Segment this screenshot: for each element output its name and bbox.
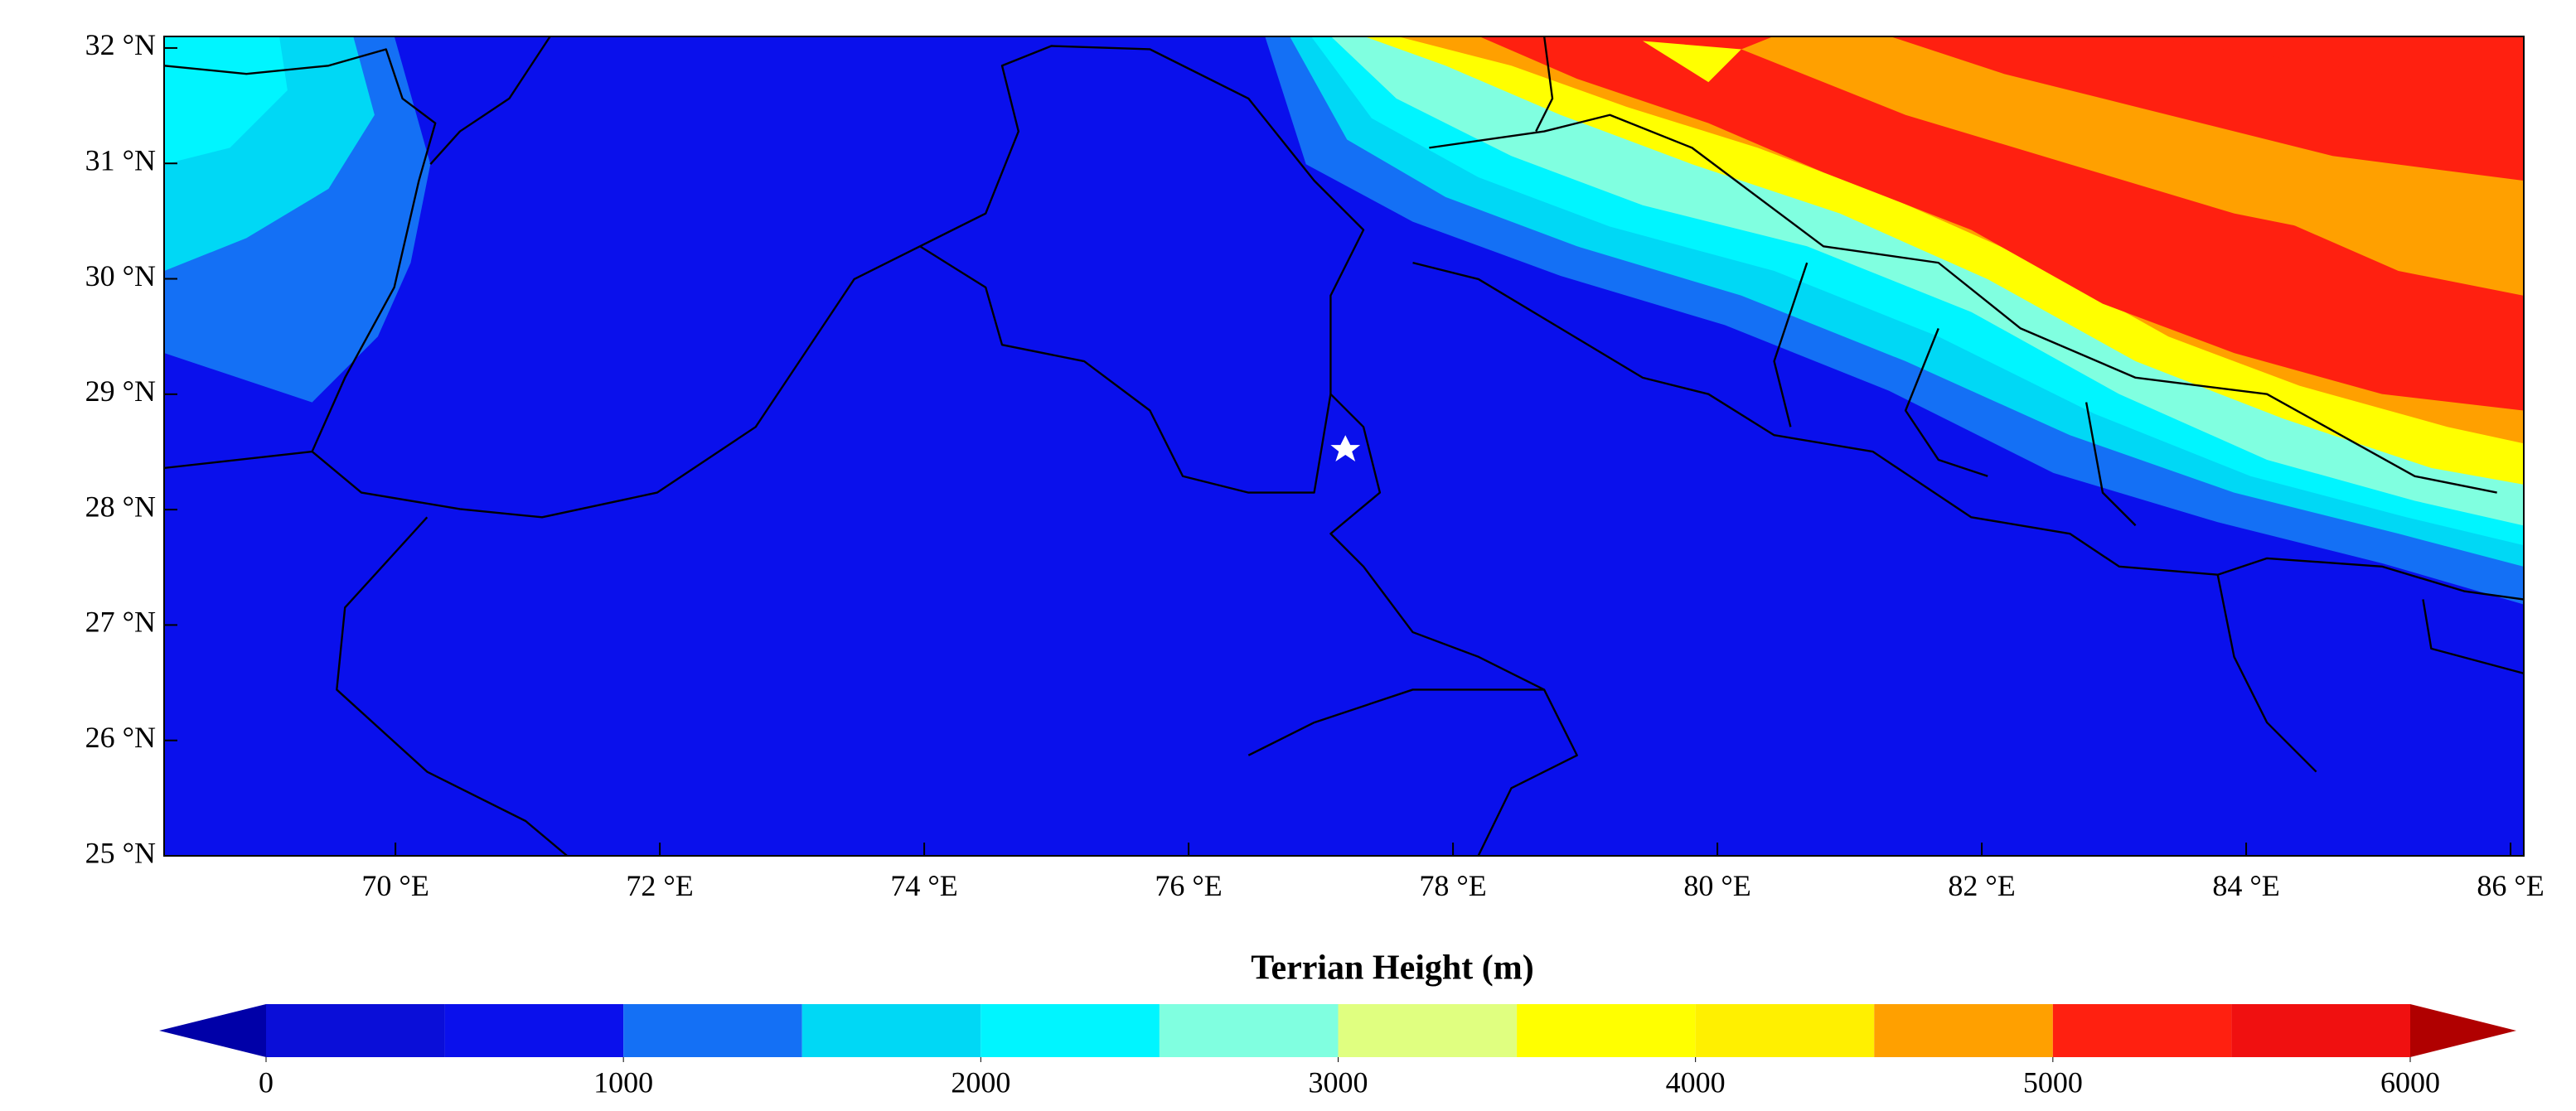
colorbar-tick-label: 1000: [593, 1065, 653, 1099]
y-tick-label: 26 °N: [85, 721, 156, 754]
colorbar-under: [159, 1004, 266, 1057]
terrain-band: [1890, 36, 2524, 181]
colorbar-bin: [2052, 1004, 2232, 1057]
border: [2216, 574, 2524, 773]
y-tick-label: 31 °N: [85, 143, 156, 176]
colorbar-tick-label: 4000: [1666, 1065, 1726, 1099]
colorbar-bin: [444, 1004, 624, 1057]
y-tick-label: 32 °N: [85, 28, 156, 61]
colorbar-tick-label: 2000: [951, 1065, 1010, 1099]
x-tick-label: 86 °E: [2477, 869, 2544, 902]
colorbar-bin: [1338, 1004, 1518, 1057]
colorbar-bin: [266, 1004, 445, 1057]
colorbar-bin: [801, 1004, 981, 1057]
x-tick-label: 78 °E: [1419, 869, 1486, 902]
border: [1429, 36, 2497, 494]
terrain-band: [1643, 41, 1741, 83]
y-tick-label: 25 °N: [85, 836, 156, 869]
terrain: [164, 36, 2524, 856]
colorbar-over: [2410, 1004, 2516, 1057]
map-frame: [163, 36, 2525, 857]
x-tick-label: 70 °E: [361, 869, 429, 902]
terrain-band: [2267, 213, 2524, 296]
x-tick-label: 76 °E: [1155, 869, 1222, 902]
colorbar-bin: [623, 1004, 802, 1057]
colorbar-bin: [1517, 1004, 1696, 1057]
colorbar-tick-label: 3000: [1309, 1065, 1368, 1099]
y-tick-label: 27 °N: [85, 606, 156, 639]
colorbar-tick-label: 5000: [2023, 1065, 2083, 1099]
border: [429, 36, 551, 165]
colorbar-tick-label: 0: [259, 1065, 274, 1099]
x-tick-label: 80 °E: [1683, 869, 1750, 902]
colorbar-title: Terrian Height (m): [1251, 949, 1533, 988]
colorbar-bin: [2231, 1004, 2410, 1057]
x-tick-label: 84 °E: [2212, 869, 2279, 902]
colorbar-bin: [1159, 1004, 1339, 1057]
border: [311, 45, 1365, 519]
colorbar-tick-label: 6000: [2380, 1065, 2440, 1099]
x-tick-label: 74 °E: [890, 869, 957, 902]
location-star: [1330, 435, 1361, 461]
y-tick-label: 28 °N: [85, 490, 156, 523]
map-area: [164, 36, 2524, 856]
y-tick-label: 30 °N: [85, 259, 156, 292]
x-tick-label: 72 °E: [626, 869, 693, 902]
colorbar-bin: [1874, 1004, 2053, 1057]
y-tick-label: 29 °N: [85, 374, 156, 408]
colorbar-bin: [981, 1004, 1160, 1057]
border: [1773, 262, 2137, 527]
colorbar-bin: [1695, 1004, 1875, 1057]
x-tick-label: 82 °E: [1948, 869, 2015, 902]
border: [336, 516, 568, 856]
border: [1247, 261, 2524, 756]
border: [164, 48, 437, 470]
